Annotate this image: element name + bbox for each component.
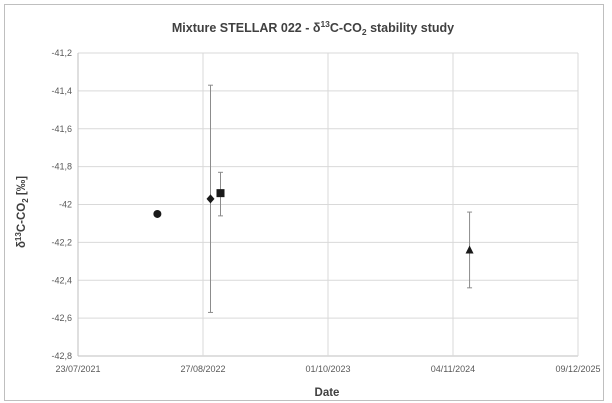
chart-title-sub: 2 [362, 27, 367, 37]
error-bar-layer [154, 84, 473, 313]
data-point-triangle [465, 245, 474, 254]
y-tick-label: -42,4 [51, 275, 72, 285]
y-tick-label: -41,6 [51, 124, 72, 134]
y-axis-title-pre: δ [16, 241, 28, 248]
chart-title-mid: C-CO [330, 21, 362, 35]
marker-layer [153, 189, 474, 254]
data-point-square [216, 189, 225, 198]
chart-frame [4, 4, 604, 401]
chart-title-post: stability study [367, 21, 455, 35]
y-tick-label: -42,2 [51, 237, 72, 247]
tick-layer: -41,2 -41,4 -41,6 -41,8 -42 -42,2 -42,4 -42,6 -4… [51, 48, 600, 374]
x-tick-label: 23/07/2021 [55, 364, 100, 374]
y-tick-label: -41,8 [51, 162, 72, 172]
x-tick-label: 09/12/2025 [555, 364, 600, 374]
x-tick-label: 27/08/2022 [180, 364, 225, 374]
x-tick-label: 01/10/2023 [305, 364, 350, 374]
y-axis-title-sub: 2 [21, 198, 30, 203]
x-tick-label: 04/11/2024 [431, 364, 475, 374]
data-point-diamond [206, 194, 215, 204]
chart-title: Mixture STELLAR 022 - δ13C-CO2 stability… [172, 19, 454, 37]
y-tick-label: -41,4 [51, 86, 72, 96]
grid-layer [77, 52, 579, 357]
y-tick-label: -42 [59, 200, 72, 210]
chart-title-pre: Mixture STELLAR 022 - δ [172, 21, 321, 35]
y-tick-label: -42,8 [51, 351, 72, 361]
y-tick-label: -42,6 [51, 313, 72, 323]
data-point-circle [153, 209, 162, 218]
x-axis-title: Date [315, 387, 340, 399]
y-axis-title-sup: 13 [14, 232, 23, 241]
y-axis-title-mid: C-CO [16, 203, 28, 232]
chart-title-sup: 13 [320, 19, 330, 29]
y-tick-label: -41,2 [51, 48, 72, 58]
y-axis-title: δ13C-CO2 [‰] [14, 176, 30, 248]
y-axis-title-post: [‰] [16, 176, 28, 199]
